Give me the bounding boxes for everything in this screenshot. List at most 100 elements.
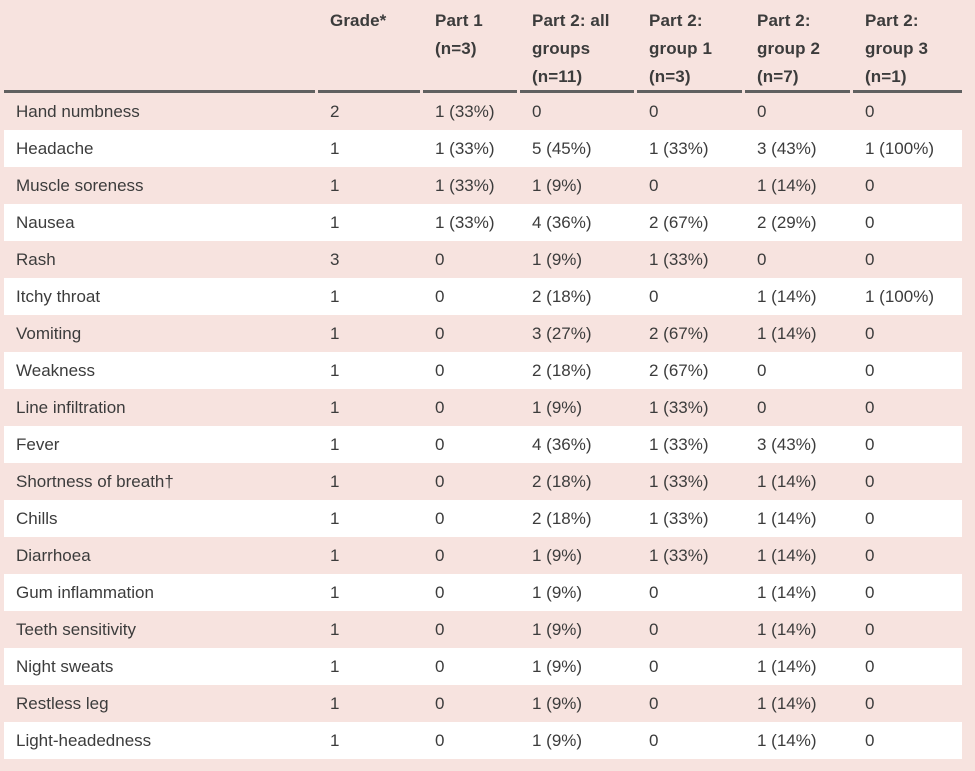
cell-part2-group3: 0 [865, 213, 875, 232]
cell-grade: 1 [330, 657, 340, 676]
cell-part2-group3: 1 (100%) [865, 139, 934, 158]
column-header-part1: Part 1 (n=3) [423, 0, 517, 93]
cell-grade: 2 [330, 102, 340, 121]
cell-part1: 0 [435, 398, 445, 417]
cell-part2-group1: 1 (33%) [649, 398, 709, 417]
table-row: Headache 1 1 (33%) 5 (45%) 1 (33%) 3 (43… [4, 130, 962, 167]
cell-part2-group1: 0 [649, 731, 659, 750]
row-label: Gum inflammation [16, 583, 154, 602]
row-label: Nausea [16, 213, 75, 232]
cell-part2-all: 1 (9%) [532, 546, 583, 565]
cell-part2-group1: 0 [649, 694, 659, 713]
cell-part2-group3: 0 [865, 546, 875, 565]
cell-part2-group3: 0 [865, 472, 875, 491]
cell-grade: 1 [330, 694, 340, 713]
cell-part1: 1 (33%) [435, 139, 495, 158]
table-row: Hand numbness 2 1 (33%) 0 0 0 0 [4, 93, 962, 130]
row-label: Vomiting [16, 324, 82, 343]
cell-part1: 0 [435, 546, 445, 565]
cell-part2-all: 1 (9%) [532, 583, 583, 602]
cell-part2-group1: 0 [649, 176, 659, 195]
column-header-part2-all: Part 2: all groups (n=11) [520, 0, 634, 93]
table-row: Nausea 1 1 (33%) 4 (36%) 2 (67%) 2 (29%)… [4, 204, 962, 241]
table-row: Weakness 1 0 2 (18%) 2 (67%) 0 0 [4, 352, 962, 389]
cell-part2-group1: 1 (33%) [649, 250, 709, 269]
cell-grade: 1 [330, 546, 340, 565]
cell-part1: 0 [435, 694, 445, 713]
table-row: Teeth sensitivity 1 0 1 (9%) 0 1 (14%) 0 [4, 611, 962, 648]
row-label: Diarrhoea [16, 546, 91, 565]
cell-part2-group2: 1 (14%) [757, 731, 817, 750]
column-header-part2-group3: Part 2: group 3 (n=1) [853, 0, 962, 93]
cell-part2-group2: 1 (14%) [757, 620, 817, 639]
cell-part2-all: 0 [532, 102, 542, 121]
cell-part2-all: 4 (36%) [532, 213, 592, 232]
cell-part2-group2: 1 (14%) [757, 472, 817, 491]
column-header-grade: Grade* [318, 0, 420, 93]
row-label: Hand numbness [16, 102, 140, 121]
cell-part2-group2: 3 (43%) [757, 435, 817, 454]
table-row: Shortness of breath† 1 0 2 (18%) 1 (33%)… [4, 463, 962, 500]
cell-part2-group1: 1 (33%) [649, 472, 709, 491]
cell-part2-group3: 0 [865, 398, 875, 417]
cell-part2-all: 1 (9%) [532, 250, 583, 269]
cell-part2-all: 2 (18%) [532, 361, 592, 380]
cell-part2-all: 2 (18%) [532, 472, 592, 491]
cell-part2-group1: 1 (33%) [649, 546, 709, 565]
row-label: Rash [16, 250, 56, 269]
table-row: Rash 3 0 1 (9%) 1 (33%) 0 0 [4, 241, 962, 278]
cell-part2-all: 2 (18%) [532, 509, 592, 528]
table-row: Fever 1 0 4 (36%) 1 (33%) 3 (43%) 0 [4, 426, 962, 463]
cell-grade: 1 [330, 435, 340, 454]
cell-part2-group2: 1 (14%) [757, 287, 817, 306]
cell-part1: 0 [435, 435, 445, 454]
cell-grade: 1 [330, 287, 340, 306]
table-row: Gum inflammation 1 0 1 (9%) 0 1 (14%) 0 [4, 574, 962, 611]
cell-part1: 0 [435, 731, 445, 750]
cell-part2-group3: 0 [865, 657, 875, 676]
cell-part2-group3: 0 [865, 324, 875, 343]
table-row: Light-headedness 1 0 1 (9%) 0 1 (14%) 0 [4, 722, 962, 759]
cell-part2-group3: 0 [865, 361, 875, 380]
column-header-part2-group1: Part 2: group 1 (n=3) [637, 0, 742, 93]
cell-part2-all: 3 (27%) [532, 324, 592, 343]
cell-grade: 1 [330, 620, 340, 639]
cell-grade: 1 [330, 324, 340, 343]
cell-part1: 0 [435, 287, 445, 306]
cell-part1: 0 [435, 361, 445, 380]
row-label: Restless leg [16, 694, 109, 713]
cell-part1: 0 [435, 472, 445, 491]
row-label: Line infiltration [16, 398, 126, 417]
row-label: Teeth sensitivity [16, 620, 136, 639]
cell-part2-group2: 2 (29%) [757, 213, 817, 232]
cell-part2-group3: 0 [865, 250, 875, 269]
cell-part2-group1: 0 [649, 102, 659, 121]
cell-part2-all: 2 (18%) [532, 287, 592, 306]
cell-part2-group2: 0 [757, 102, 767, 121]
cell-part2-group2: 0 [757, 398, 767, 417]
cell-grade: 3 [330, 250, 340, 269]
cell-grade: 1 [330, 213, 340, 232]
cell-part2-all: 1 (9%) [532, 694, 583, 713]
cell-part1: 0 [435, 250, 445, 269]
cell-part2-group2: 1 (14%) [757, 509, 817, 528]
cell-part2-group1: 1 (33%) [649, 139, 709, 158]
row-label: Light-headedness [16, 731, 152, 750]
cell-grade: 1 [330, 176, 340, 195]
table-row: Line infiltration 1 0 1 (9%) 1 (33%) 0 0 [4, 389, 962, 426]
cell-part2-group1: 0 [649, 287, 659, 306]
table-row: Muscle soreness 1 1 (33%) 1 (9%) 0 1 (14… [4, 167, 962, 204]
cell-part1: 0 [435, 620, 445, 639]
cell-part2-group2: 3 (43%) [757, 139, 817, 158]
cell-part2-group2: 1 (14%) [757, 546, 817, 565]
cell-part2-group1: 0 [649, 583, 659, 602]
cell-part2-group2: 0 [757, 250, 767, 269]
table-body: Hand numbness 2 1 (33%) 0 0 0 0 Headache… [4, 93, 962, 759]
row-label: Muscle soreness [16, 176, 144, 195]
cell-part2-group3: 0 [865, 583, 875, 602]
cell-part2-group2: 1 (14%) [757, 324, 817, 343]
cell-part2-group1: 2 (67%) [649, 324, 709, 343]
cell-grade: 1 [330, 583, 340, 602]
cell-part1: 1 (33%) [435, 213, 495, 232]
